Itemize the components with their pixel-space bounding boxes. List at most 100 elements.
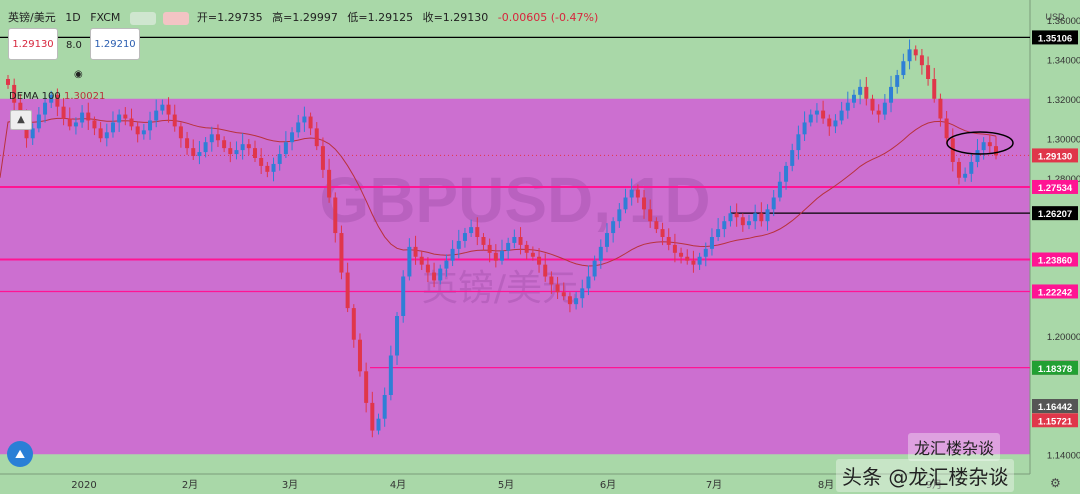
time-tick-label: 7月 xyxy=(706,479,722,491)
watermark-name: 英镑/美元 xyxy=(422,268,578,309)
candle xyxy=(543,253,548,282)
candle xyxy=(327,158,332,203)
toutiao-watermark: 头条 @龙汇楼杂谈 xyxy=(836,459,1015,492)
candle xyxy=(67,107,72,131)
visibility-eye-icon[interactable]: ◉ xyxy=(74,69,83,80)
candle-body xyxy=(203,142,208,153)
candle-body xyxy=(635,189,640,198)
candle xyxy=(839,101,844,125)
candle xyxy=(703,242,708,267)
candle xyxy=(12,78,17,111)
candle xyxy=(43,92,48,123)
candle-body xyxy=(938,98,943,119)
candle xyxy=(753,204,758,230)
candle-body xyxy=(518,237,523,245)
candle-body xyxy=(462,233,467,241)
candle xyxy=(296,114,301,138)
candle-body xyxy=(296,122,301,133)
candle-body xyxy=(364,371,369,403)
candle-body xyxy=(567,296,572,305)
candle xyxy=(574,291,579,310)
candle-body xyxy=(36,114,41,129)
candle-body xyxy=(253,148,257,158)
candle xyxy=(425,257,430,283)
interval[interactable]: 1D xyxy=(65,11,81,24)
tradingview-logo-icon[interactable]: ⛰ xyxy=(7,441,33,467)
candle-body xyxy=(481,237,486,245)
candle-body xyxy=(185,138,190,149)
candle xyxy=(895,69,900,94)
candle-body xyxy=(246,144,251,149)
status-pill-icon[interactable] xyxy=(129,11,156,25)
candle xyxy=(234,141,239,160)
candle-body xyxy=(870,98,875,111)
candle xyxy=(98,122,103,143)
price-tick-label: 1.34000 xyxy=(1047,55,1080,66)
candle-body xyxy=(889,86,894,103)
candle xyxy=(851,89,856,109)
price-tag-box xyxy=(1032,148,1078,163)
candle-body xyxy=(530,252,535,257)
candle-body xyxy=(765,209,770,222)
candle xyxy=(784,161,789,190)
candle xyxy=(462,227,467,248)
candle xyxy=(123,107,128,126)
chart-header: 英镑/美元 1D FXCM 开=1.29735 高=1.29997 低=1.29… xyxy=(8,9,604,25)
candle-body xyxy=(357,339,362,372)
candle xyxy=(197,141,202,165)
candle-body xyxy=(944,118,949,139)
candle xyxy=(722,216,727,238)
candle-body xyxy=(907,49,912,62)
dema-value: 1.30021 xyxy=(63,91,106,102)
settings-gear-icon[interactable]: ⚙ xyxy=(1050,476,1061,490)
time-tick-label: 5月 xyxy=(498,479,514,491)
candle xyxy=(185,131,190,155)
time-axis-bg xyxy=(0,474,1080,494)
price-tag-label: 1.23860 xyxy=(1038,256,1072,267)
candle xyxy=(259,148,264,174)
candle-body xyxy=(790,150,795,166)
resistance-support-zone xyxy=(0,98,1030,455)
high-value: 高=1.29997 xyxy=(272,11,338,24)
candle-body xyxy=(994,146,998,156)
candle xyxy=(444,254,449,277)
candle xyxy=(932,67,937,103)
candle xyxy=(141,124,146,140)
candle-body xyxy=(709,237,714,249)
candle xyxy=(215,124,220,147)
candle-body xyxy=(413,246,418,257)
candle-body xyxy=(290,132,295,143)
candle xyxy=(728,205,733,227)
candle-body xyxy=(932,79,937,99)
candle-body xyxy=(438,268,443,281)
candle xyxy=(49,90,54,109)
candle-body xyxy=(388,355,393,395)
candle xyxy=(333,192,338,243)
candle-body xyxy=(611,221,616,234)
collapse-arrow-icon[interactable]: ▲ xyxy=(10,110,32,130)
price-tag-box xyxy=(1032,252,1078,267)
candle-body xyxy=(543,264,548,277)
candle-body xyxy=(376,418,381,431)
candle xyxy=(357,333,362,377)
candle xyxy=(592,255,597,281)
candle-body xyxy=(987,142,992,147)
buy-price-box[interactable]: 1.29210 xyxy=(90,28,140,60)
candle-body xyxy=(135,126,140,135)
candle-body xyxy=(308,116,313,129)
symbol-name[interactable]: 英镑/美元 xyxy=(8,11,56,24)
candle xyxy=(364,362,369,413)
candle xyxy=(80,105,85,128)
candle-body xyxy=(623,197,628,210)
compare-pill-icon[interactable] xyxy=(163,11,190,25)
candle xyxy=(580,279,585,308)
candle-body xyxy=(425,264,430,273)
sell-price-box[interactable]: 1.29130 xyxy=(8,28,58,60)
candle-body xyxy=(141,130,146,135)
candle-body xyxy=(845,102,850,111)
candle-body xyxy=(382,395,387,419)
candle xyxy=(493,244,498,268)
candle xyxy=(518,227,523,255)
candle xyxy=(821,100,826,124)
